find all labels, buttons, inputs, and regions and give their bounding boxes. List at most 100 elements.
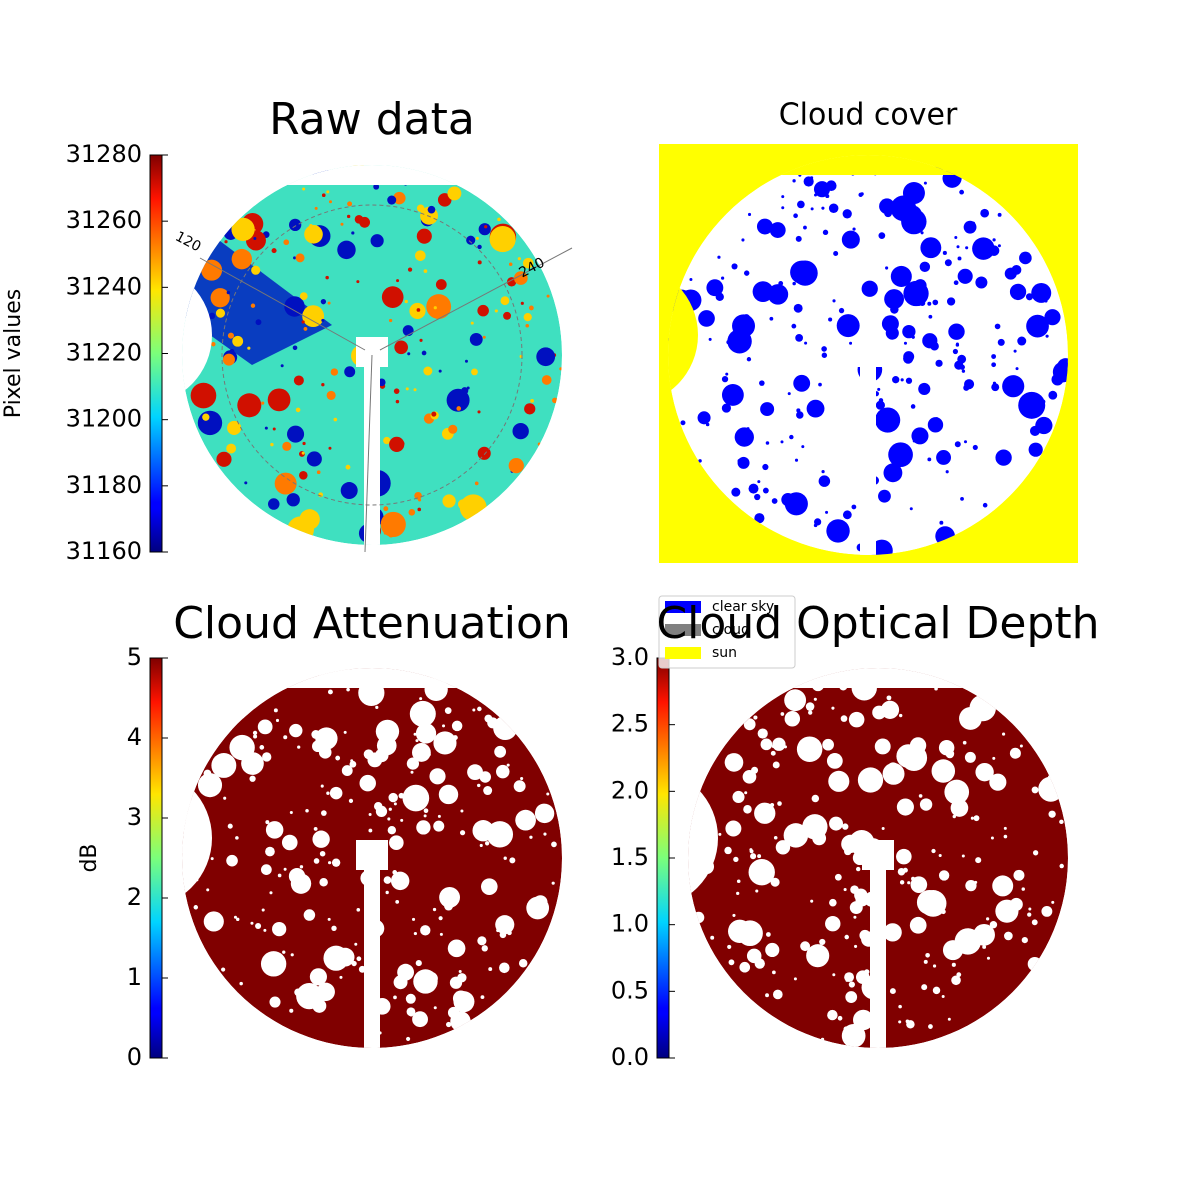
sky-blob (459, 494, 487, 522)
sky-blob (769, 316, 774, 321)
sky-blob (850, 885, 859, 894)
sky-blob (919, 300, 926, 307)
sky-blob (803, 176, 814, 187)
sky-blob (845, 991, 858, 1003)
sky-blob (721, 276, 725, 280)
colorbar-tick-label: 2.5 (611, 710, 649, 738)
sky-blob (1021, 936, 1028, 944)
sky-blob (329, 786, 343, 800)
sky-blob (795, 333, 804, 342)
sky-blob (206, 888, 210, 892)
sky-blob (1031, 786, 1039, 794)
sky-blob (928, 314, 933, 319)
sky-blob (250, 303, 256, 308)
sky-blob (813, 697, 817, 701)
sky-blob (396, 279, 400, 283)
sky-blob (755, 864, 766, 875)
sky-blob (885, 326, 899, 340)
sky-blob (409, 1012, 414, 1017)
sky-blob (259, 745, 265, 750)
sky-blob (551, 881, 555, 885)
sky-blob (1009, 283, 1027, 301)
sky-blob (853, 915, 857, 919)
sky-blob (255, 922, 262, 929)
sky-blob (826, 753, 843, 769)
azimuth-ring (221, 204, 523, 506)
sky-blob (297, 745, 301, 749)
sky-blob (991, 362, 997, 368)
sky-blob (1009, 747, 1021, 759)
sky-blob (442, 494, 456, 508)
sky-blob (423, 808, 429, 814)
sky-blob (732, 314, 756, 338)
sky-blob (328, 200, 333, 204)
sky-blob (772, 737, 786, 751)
sky-blob (822, 229, 829, 236)
sky-blob (878, 398, 884, 403)
sky-blob (755, 295, 759, 299)
legend-label: cloud (712, 622, 750, 638)
sky-blob (884, 209, 893, 218)
sky-blob (439, 932, 443, 936)
sky-blob (211, 753, 237, 778)
sky-blob (513, 271, 528, 285)
sky-blob (349, 760, 357, 768)
sky-blob (433, 306, 437, 310)
sky-blob (368, 828, 373, 833)
sky-blob (899, 880, 905, 885)
sky-blob (289, 723, 303, 738)
sky-blob (857, 767, 884, 793)
sky-blob (972, 444, 978, 450)
sky-blob (781, 206, 785, 210)
sky-blob (762, 487, 769, 494)
sky-blob (429, 768, 446, 785)
sky-blob (965, 246, 969, 250)
sky-blob (834, 873, 842, 881)
sky-blob (480, 995, 485, 1000)
sky-blob (420, 925, 431, 936)
sky-blob (351, 231, 355, 235)
sky-blob (311, 730, 321, 739)
sky-blob (783, 823, 809, 848)
panel-title: Cloud Optical Depth (656, 598, 1099, 649)
sky-blob (796, 408, 801, 413)
sky-blob (414, 491, 422, 500)
sky-blob (818, 382, 822, 387)
sky-blob (203, 769, 212, 778)
sky-blob (956, 245, 960, 249)
sky-blob (206, 263, 211, 267)
sky-blob (448, 749, 452, 753)
sky-blob (754, 513, 765, 524)
sky-blob (341, 765, 353, 777)
sky-blob (743, 718, 756, 731)
colorbar-tick-label: 31280 (66, 140, 142, 168)
sky-blob (1017, 336, 1027, 346)
sky-blob (481, 878, 498, 895)
sky-blob (805, 702, 815, 711)
sky-blob (982, 945, 987, 949)
sky-blob (748, 483, 759, 494)
sky-blob (525, 323, 530, 328)
panel-title: Cloud Attenuation (173, 598, 571, 649)
sky-blob (343, 730, 347, 734)
sky-blob (832, 973, 836, 977)
sky-blob (1011, 264, 1022, 275)
sky-blob (959, 189, 965, 195)
sky-blob (1027, 912, 1032, 917)
sky-blob (733, 856, 739, 863)
sky-blob (734, 264, 738, 268)
sky-blob (469, 332, 483, 346)
sky-blob (224, 240, 228, 244)
sky-blob (327, 917, 331, 921)
sky-blob (407, 267, 413, 272)
sky-blob (216, 451, 232, 467)
sky-blob (424, 972, 438, 986)
sky-blob (269, 996, 281, 1008)
sky-blob (962, 740, 967, 745)
sky-blob (210, 857, 214, 861)
obstruction (364, 355, 380, 545)
sky-blob (930, 253, 934, 257)
sky-blob (770, 802, 775, 808)
sky-blob (898, 1004, 902, 1009)
colorbar-tick-label: 0.0 (611, 1043, 649, 1071)
